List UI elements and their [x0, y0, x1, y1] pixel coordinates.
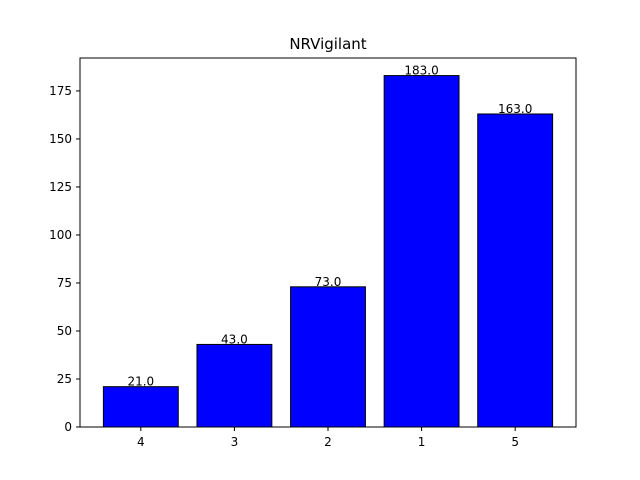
y-tick-label: 0 [64, 420, 72, 434]
x-tick-label: 3 [231, 435, 239, 449]
bar-4 [102, 386, 179, 428]
bar-value-label: 73.0 [315, 275, 342, 289]
bars-layer: 21.0 43.0 73.0 183.0 163.0 [102, 64, 554, 428]
y-tick-label: 150 [49, 132, 72, 146]
bar-value-label: 21.0 [127, 375, 154, 389]
y-tick-label: 75 [57, 276, 72, 290]
bar-2 [290, 286, 366, 428]
y-tick-label: 175 [49, 84, 72, 98]
y-tick-label: 25 [57, 372, 72, 386]
plot-frame [79, 57, 577, 428]
x-tick-label: 1 [418, 435, 426, 449]
bar-5 [477, 113, 554, 428]
bar-value-label: 183.0 [404, 64, 438, 78]
bar-value-label: 163.0 [498, 102, 532, 116]
bar-3 [196, 343, 273, 428]
y-tick-label: 50 [57, 324, 72, 338]
y-tick-label: 100 [49, 228, 72, 242]
y-tick-label: 125 [49, 180, 72, 194]
bar-1 [383, 75, 460, 428]
y-axis: 0 25 50 75 100 125 150 175 [49, 84, 80, 434]
x-tick-label: 2 [324, 435, 332, 449]
x-tick-label: 4 [137, 435, 145, 449]
bar-value-label: 43.0 [221, 332, 248, 346]
x-tick-label: 5 [511, 435, 519, 449]
x-axis: 4 3 2 1 5 [137, 427, 519, 449]
chart-title: NRVigilant [289, 35, 366, 53]
